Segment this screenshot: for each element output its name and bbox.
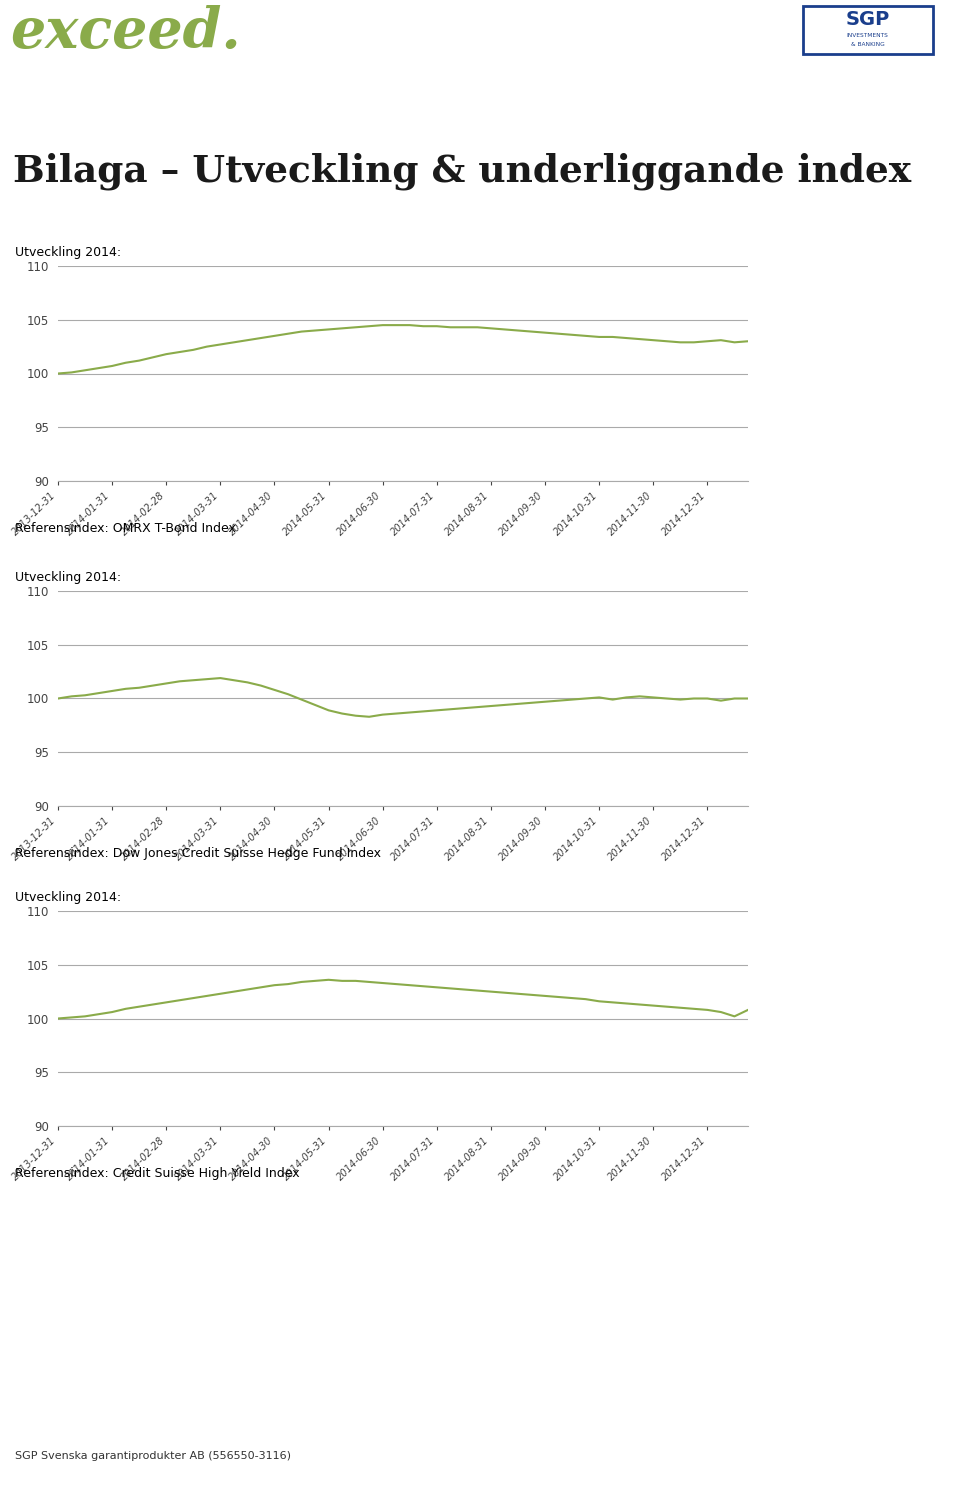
Text: SGP Svenska garantiprodukter AB (556550-3116): SGP Svenska garantiprodukter AB (556550-… [15, 1452, 291, 1461]
Text: Utveckling 2014:: Utveckling 2014: [15, 890, 121, 904]
Text: SGP: SGP [846, 11, 890, 29]
Text: Referensindex: Credit Suisse High Yield Index: Referensindex: Credit Suisse High Yield … [15, 1168, 300, 1180]
Text: Specialfonder / Hedgefonder: Specialfonder / Hedgefonder [21, 548, 211, 560]
Text: Bilaga – Utveckling & underliggande index: Bilaga – Utveckling & underliggande inde… [12, 152, 911, 190]
Text: Referensindex: Dow Jones Credit Suisse Hedge Fund Index: Referensindex: Dow Jones Credit Suisse H… [15, 848, 381, 860]
Text: exceed.: exceed. [10, 5, 241, 60]
Text: INVESTMENTS: INVESTMENTS [847, 33, 888, 38]
Bar [803, 6, 932, 54]
Text: December 2014: December 2014 [413, 104, 547, 122]
Text: & BANKING: & BANKING [851, 42, 884, 47]
Text: Utveckling 2014:: Utveckling 2014: [15, 246, 121, 260]
Text: Utveckling 2014:: Utveckling 2014: [15, 570, 121, 584]
Text: Investment Grade: Investment Grade [21, 222, 140, 235]
Text: Referensindex: OMRX T-Bond Index: Referensindex: OMRX T-Bond Index [15, 522, 236, 536]
Text: High-Yield: High-Yield [21, 868, 87, 880]
Text: Förvaltningskommentar BLOX: Förvaltningskommentar BLOX [304, 72, 656, 97]
